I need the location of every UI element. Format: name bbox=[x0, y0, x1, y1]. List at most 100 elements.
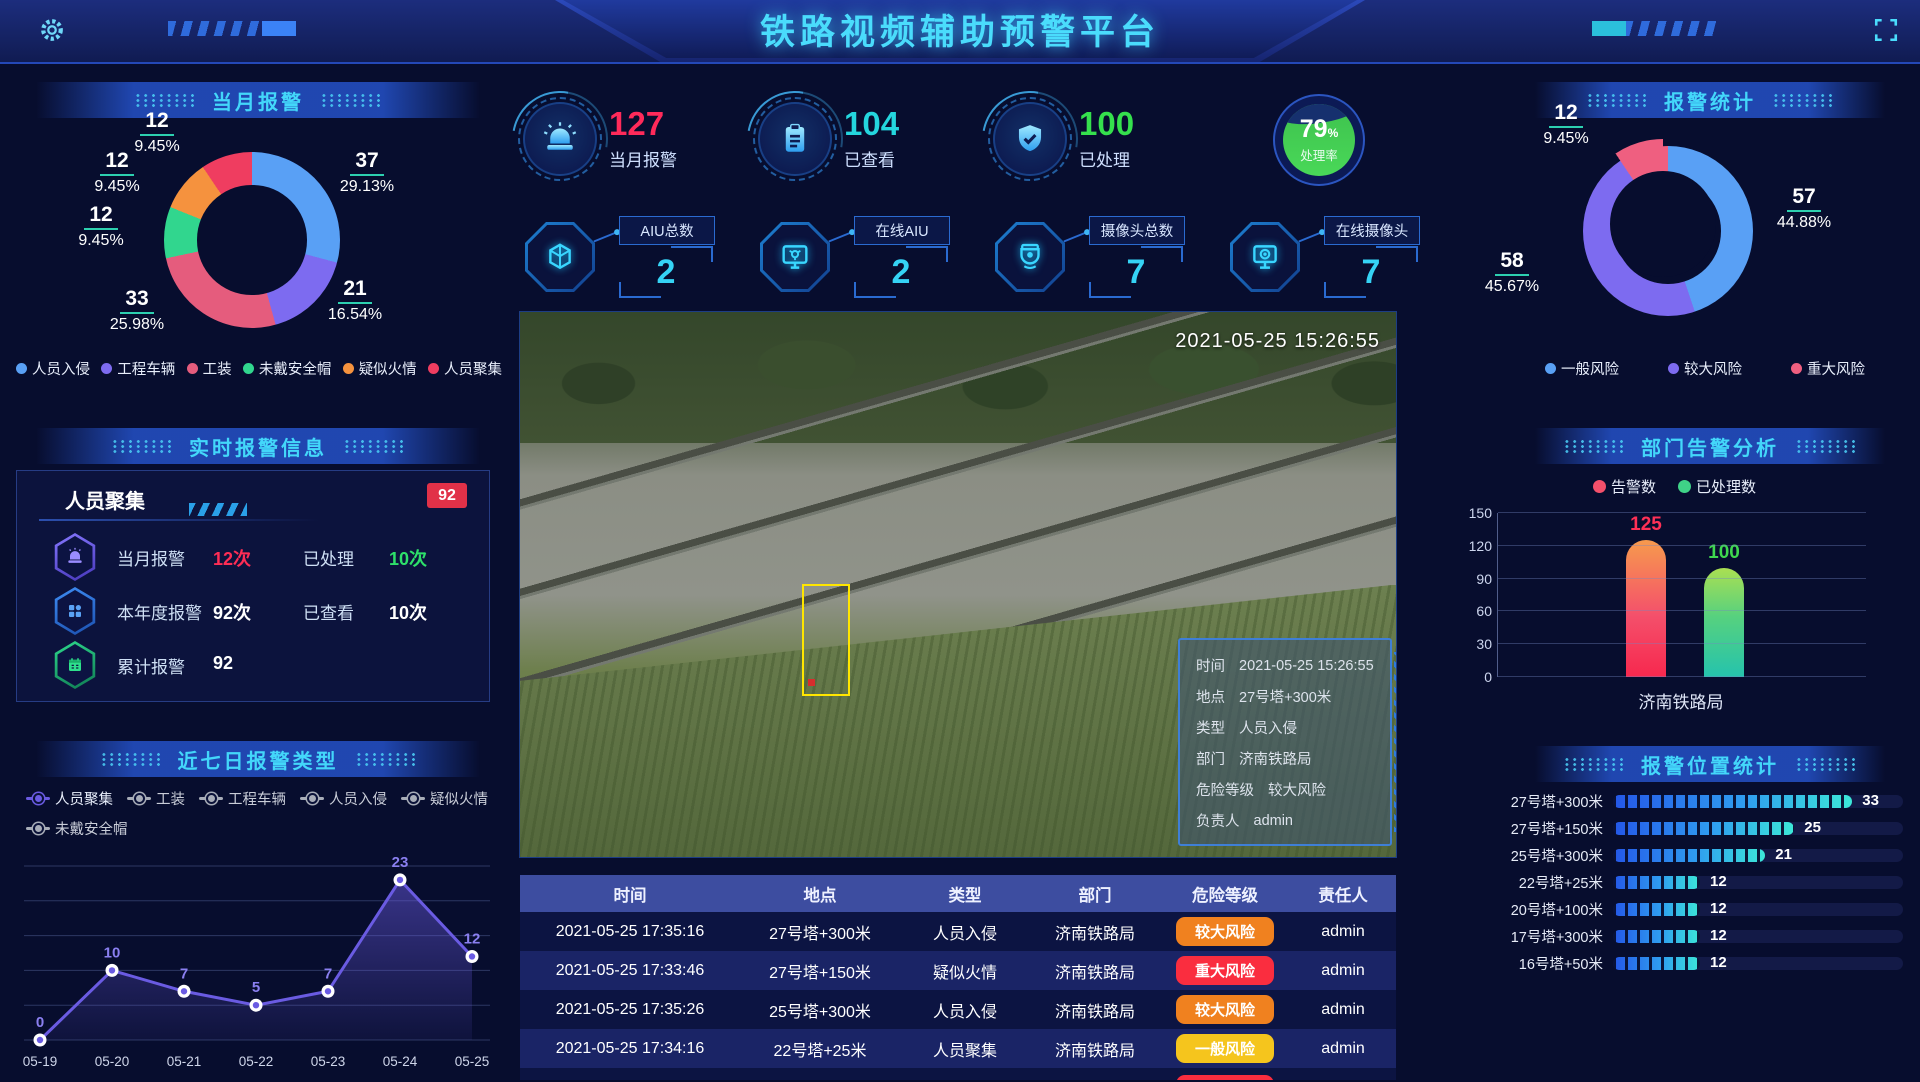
donut-label-pct: 44.88% bbox=[1776, 214, 1832, 232]
realtime-alarm-card[interactable]: 人员聚集 92 当月报警 12次 已处理 10次 bbox=[16, 470, 490, 702]
cell-owner: admin bbox=[1321, 1039, 1365, 1057]
header-title-container: 铁路视频辅助预警平台 bbox=[563, 0, 1357, 58]
legend-item[interactable]: 一般风险 bbox=[1545, 358, 1619, 379]
legend-label: 未戴安全帽 bbox=[258, 362, 332, 378]
legend-item[interactable]: 未戴安全帽 bbox=[26, 818, 128, 839]
legend-item[interactable]: 工装 bbox=[127, 788, 185, 809]
table-row[interactable]: 2021-05-25 17:34:16 22号塔+25米 人员聚集 济南铁路局 … bbox=[520, 1029, 1396, 1068]
fullscreen-button[interactable] bbox=[1868, 12, 1904, 48]
kpi-value: 104 bbox=[844, 105, 900, 142]
legend-item[interactable]: 人员入侵 bbox=[16, 358, 90, 379]
legend-item[interactable]: 较大风险 bbox=[1668, 358, 1742, 379]
calendar-hex-icon bbox=[54, 641, 96, 689]
legend-dot bbox=[16, 363, 27, 374]
week-chart-legend-row2: 未戴安全帽 bbox=[26, 818, 128, 839]
device-label: 在线摄像头 bbox=[1324, 216, 1420, 245]
legend-item[interactable]: 疑似火情 bbox=[342, 358, 417, 379]
legend-item[interactable]: 重大风险 bbox=[1791, 358, 1865, 379]
legend-dot bbox=[101, 363, 113, 374]
legend-item[interactable]: 疑似火情 bbox=[401, 788, 488, 809]
table-row[interactable]: 2021-05-25 17:35:16 27号塔+300米 人员入侵 济南铁路局… bbox=[520, 912, 1396, 951]
connector-line bbox=[828, 231, 852, 243]
legend-item[interactable]: 人员聚集 bbox=[427, 358, 502, 379]
bar-track: 25 bbox=[1613, 819, 1903, 836]
table-row[interactable]: 2021-05-25 17:35:26 25号塔+300米 人员入侵 济南铁路局… bbox=[520, 990, 1396, 1029]
legend-marker bbox=[300, 793, 324, 804]
location-bar-row: 27号塔+150米 25 bbox=[1475, 815, 1903, 842]
stat-value: 92 bbox=[213, 653, 234, 673]
cell-time: 2021-05-25 17:33:46 bbox=[555, 961, 705, 979]
column-header: 责任人 bbox=[1318, 886, 1368, 905]
cube-icon bbox=[549, 243, 571, 270]
donut-label-pct: 9.45% bbox=[134, 138, 180, 156]
legend-dot bbox=[1791, 363, 1802, 374]
overlay-value: 2021-05-25 15:26:55 bbox=[1239, 657, 1374, 674]
rate-unit: % bbox=[1327, 125, 1339, 140]
header-right-decoration bbox=[1592, 21, 1720, 36]
legend-label: 较大风险 bbox=[1684, 362, 1742, 378]
realtime-row: 本年度报警 92次 已查看 10次 bbox=[17, 587, 489, 635]
panel-alarm-stats-title: 报警统计 bbox=[1535, 82, 1885, 118]
table-header-row: 时间 地点 类型 部门 危险等级 责任人 bbox=[520, 875, 1396, 912]
detection-box bbox=[802, 584, 850, 696]
cell-type: 人员入侵 bbox=[932, 1003, 997, 1021]
octagon-frame bbox=[995, 222, 1065, 292]
legend-dot bbox=[1668, 363, 1679, 374]
bar-fill bbox=[1613, 957, 1700, 970]
alarm-info-overlay: 时间 2021-05-25 15:26:55 地点 27号塔+300米 类型 人员入侵… bbox=[1178, 638, 1392, 846]
gridline bbox=[1498, 676, 1866, 677]
location-label: 20号塔+100米 bbox=[1510, 903, 1603, 919]
legend-item[interactable]: 工装 bbox=[186, 358, 232, 379]
overlay-label: 部门 bbox=[1196, 752, 1225, 768]
legend-item[interactable]: 工程车辆 bbox=[199, 788, 286, 809]
donut-label-pct: 9.45% bbox=[1543, 130, 1589, 148]
svg-text:5: 5 bbox=[252, 979, 260, 996]
dots-decoration bbox=[1795, 438, 1857, 454]
settings-button[interactable] bbox=[34, 12, 70, 48]
cell-type: 人员聚集 bbox=[932, 1042, 997, 1060]
legend-item[interactable]: 未戴安全帽 bbox=[242, 358, 332, 379]
y-axis-tick: 30 bbox=[1476, 636, 1492, 653]
donut-label-value: 57 bbox=[1787, 185, 1821, 213]
location-label: 27号塔+300米 bbox=[1510, 795, 1603, 811]
dots-decoration bbox=[1563, 438, 1625, 454]
donut-label-value: 21 bbox=[338, 277, 372, 305]
gridline bbox=[1498, 577, 1866, 579]
table-row[interactable]: 2021-05-25 17:33:46 27号塔+150米 疑似火情 济南铁路局… bbox=[520, 951, 1396, 990]
webcam-icon bbox=[1253, 245, 1277, 269]
dots-decoration bbox=[354, 751, 417, 767]
location-bar-row: 17号塔+300米 12 bbox=[1475, 923, 1903, 950]
connector-line bbox=[593, 231, 617, 243]
y-axis-tick: 60 bbox=[1476, 603, 1492, 620]
legend-item[interactable]: 告警数 bbox=[1593, 476, 1656, 497]
alarm-type-title: 人员聚集 bbox=[65, 491, 145, 513]
connector-line bbox=[1298, 231, 1322, 243]
table-row-partial[interactable] bbox=[520, 1068, 1396, 1080]
location-label: 22号塔+25米 bbox=[1518, 876, 1603, 892]
donut-label-pct: 29.13% bbox=[339, 178, 395, 196]
bar-track: 12 bbox=[1613, 954, 1903, 971]
kpi-ring bbox=[988, 97, 1072, 181]
legend-item[interactable]: 已处理数 bbox=[1678, 476, 1756, 497]
legend-item[interactable]: 工程车辆 bbox=[101, 358, 175, 379]
video-feed[interactable]: 2021-05-25 15:26:55 时间 2021-05-25 15:26:5… bbox=[519, 311, 1397, 858]
location-bar-row: 22号塔+25米 12 bbox=[1475, 869, 1903, 896]
cell-location: 27号塔+150米 bbox=[769, 964, 871, 982]
y-axis-tick: 0 bbox=[1484, 669, 1492, 685]
legend-item[interactable]: 人员入侵 bbox=[300, 788, 387, 809]
overlay-value: 较大风险 bbox=[1268, 783, 1326, 799]
dots-decoration bbox=[134, 92, 196, 108]
dots-decoration bbox=[111, 438, 173, 454]
legend-marker bbox=[127, 793, 151, 804]
donut-label: 57 44.88% bbox=[1775, 185, 1833, 232]
monitor-node-icon bbox=[782, 245, 808, 269]
legend-item[interactable]: 人员聚集 bbox=[26, 788, 113, 809]
svg-text:05-23: 05-23 bbox=[311, 1054, 346, 1069]
divider bbox=[39, 519, 319, 521]
stat-label: 已处理 bbox=[303, 550, 354, 569]
gridline bbox=[1498, 610, 1866, 612]
kpi-value: 100 bbox=[1079, 105, 1135, 142]
page-title: 铁路视频辅助预警平台 bbox=[759, 12, 1160, 52]
stat-label: 累计报警 bbox=[117, 658, 185, 677]
risk-badge: 较大风险 bbox=[1176, 995, 1274, 1024]
